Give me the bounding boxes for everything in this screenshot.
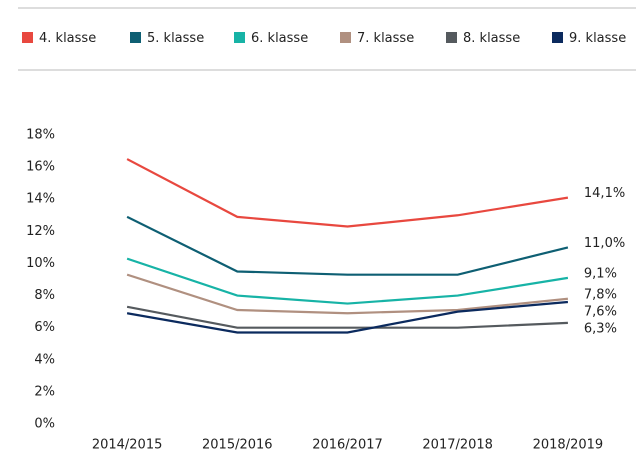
- legend-swatch: [446, 32, 457, 43]
- series-line: [126, 305, 568, 329]
- legend-label: 8. klasse: [463, 31, 520, 46]
- series-line: [126, 273, 569, 315]
- series-line: [126, 158, 569, 228]
- series-line: [126, 257, 569, 305]
- x-tick-label: 2014/2015: [92, 438, 163, 453]
- y-tick-label: 10%: [26, 256, 55, 271]
- data-label: 9,1%: [584, 266, 617, 281]
- legend-label: 5. klasse: [147, 31, 204, 46]
- data-label: 11,0%: [584, 236, 625, 251]
- y-tick-label: 8%: [34, 288, 55, 303]
- y-tick-label: 4%: [34, 352, 55, 367]
- data-label: 7,6%: [584, 304, 617, 319]
- y-tick-label: 14%: [26, 192, 55, 207]
- y-tick-label: 0%: [34, 417, 55, 432]
- legend-swatch: [552, 32, 563, 43]
- legend-swatch: [234, 32, 245, 43]
- y-tick-label: 2%: [34, 384, 55, 399]
- x-tick-label: 2016/2017: [312, 438, 383, 453]
- legend-swatch: [340, 32, 351, 43]
- legend-swatch: [22, 32, 33, 43]
- data-label: 14,1%: [584, 186, 625, 201]
- legend-label: 6. klasse: [251, 31, 308, 46]
- legend-label: 7. klasse: [357, 31, 414, 46]
- legend-label: 9. klasse: [569, 31, 626, 46]
- data-label: 7,8%: [584, 287, 617, 302]
- x-tick-label: 2018/2019: [533, 438, 604, 453]
- x-tick-label: 2015/2016: [202, 438, 273, 453]
- y-tick-label: 16%: [26, 160, 55, 175]
- y-tick-label: 6%: [34, 320, 55, 335]
- x-tick-label: 2017/2018: [422, 438, 493, 453]
- legend-label: 4. klasse: [39, 31, 96, 46]
- data-label: 6,3%: [584, 321, 617, 336]
- series-line: [126, 300, 568, 334]
- y-tick-label: 12%: [26, 224, 55, 239]
- legend-swatch: [130, 32, 141, 43]
- y-tick-label: 18%: [26, 128, 55, 143]
- series-line: [126, 215, 569, 276]
